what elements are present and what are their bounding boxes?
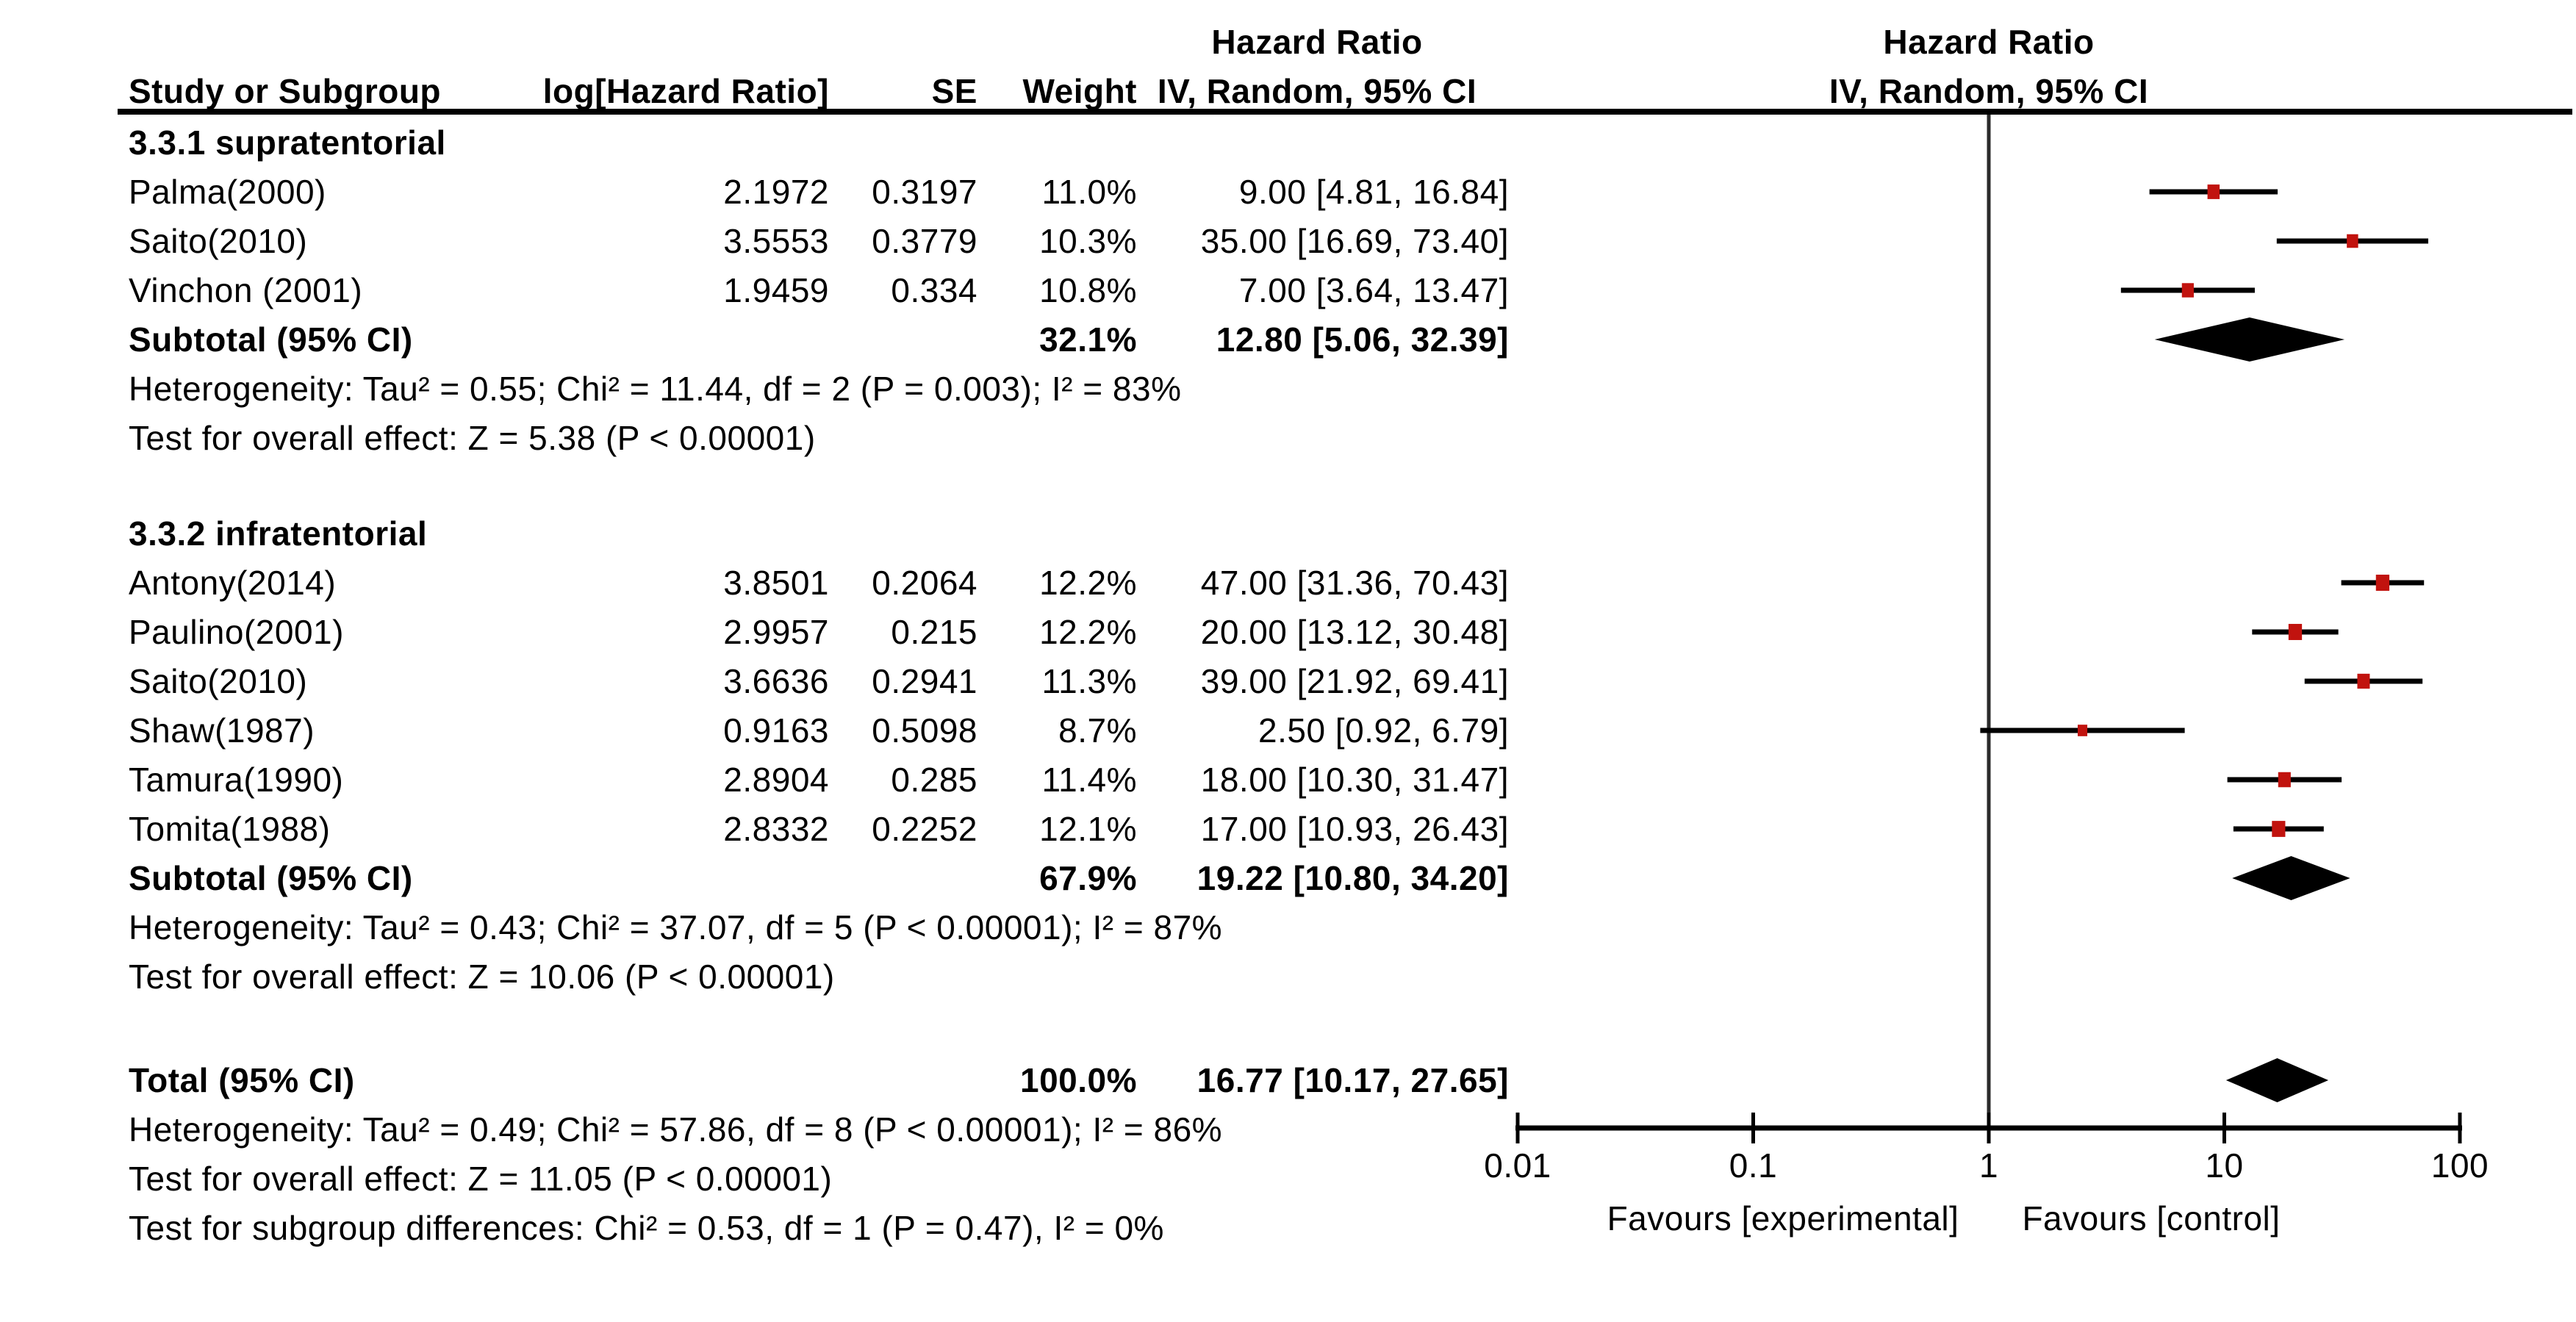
subtotal-diamond: [2232, 856, 2350, 900]
se-value: 0.215: [891, 613, 977, 651]
x-axis-tick: [2222, 1113, 2226, 1143]
study-name: Antony(2014): [129, 564, 337, 602]
effect-square: [2181, 283, 2194, 298]
weight-value: 12.2%: [1039, 564, 1137, 602]
weight-value: 12.1%: [1039, 810, 1137, 848]
weight-column-header: Weight: [1022, 72, 1137, 110]
effect-square: [2347, 234, 2358, 248]
se-value: 0.2252: [872, 810, 977, 848]
weight-value: 11.0%: [1041, 173, 1137, 211]
effect-square: [2272, 821, 2286, 837]
se-value: 0.3197: [872, 173, 977, 211]
subtotal-ci: 12.80 [5.06, 32.39]: [1216, 320, 1509, 359]
plot-column-subtitle: IV, Random, 95% CI: [1829, 72, 2149, 110]
subtotal-ci: 19.22 [10.80, 34.20]: [1196, 859, 1509, 897]
ci-value: 9.00 [4.81, 16.84]: [1238, 173, 1509, 211]
se-value: 0.3779: [872, 222, 977, 260]
effect-square: [2357, 673, 2370, 689]
effect-square: [2375, 575, 2390, 591]
heterogeneity-text: Heterogeneity: Tau² = 0.43; Chi² = 37.07…: [129, 908, 1223, 946]
loghr-value: 2.8904: [723, 761, 829, 799]
se-value: 0.2941: [872, 662, 977, 700]
se-column-header: SE: [931, 72, 977, 110]
stat-column-title: Hazard Ratio: [1211, 23, 1423, 61]
favours-left-label: Favours [experimental]: [1607, 1199, 1959, 1237]
ci-value: 2.50 [0.92, 6.79]: [1258, 711, 1509, 750]
x-axis-tick: [1751, 1113, 1755, 1143]
se-value: 0.5098: [872, 711, 977, 750]
total-ci: 16.77 [10.17, 27.65]: [1196, 1061, 1509, 1099]
loghr-column-header: log[Hazard Ratio]: [542, 72, 829, 110]
weight-value: 10.8%: [1039, 271, 1137, 309]
subgroup-title: 3.3.1 supratentorial: [129, 123, 446, 162]
x-axis-tick: [2458, 1113, 2462, 1143]
ci-value: 39.00 [21.92, 69.41]: [1200, 662, 1509, 700]
loghr-value: 3.8501: [723, 564, 829, 602]
weight-value: 12.2%: [1039, 613, 1137, 651]
subgroup-differences-text: Test for subgroup differences: Chi² = 0.…: [129, 1209, 1164, 1247]
ci-value: 35.00 [16.69, 73.40]: [1200, 222, 1509, 260]
loghr-value: 2.9957: [723, 613, 829, 651]
weight-value: 11.4%: [1041, 761, 1137, 799]
loghr-value: 2.1972: [723, 173, 829, 211]
x-axis-tick-label: 10: [2205, 1146, 2244, 1185]
study-name: Saito(2010): [129, 222, 308, 260]
ci-value: 20.00 [13.12, 30.48]: [1200, 613, 1509, 651]
study-name: Palma(2000): [129, 173, 326, 211]
study-name: Paulino(2001): [129, 613, 344, 651]
heterogeneity-text: Heterogeneity: Tau² = 0.55; Chi² = 11.44…: [129, 370, 1182, 408]
total-weight: 100.0%: [1019, 1061, 1137, 1099]
total-heterogeneity-text: Heterogeneity: Tau² = 0.49; Chi² = 57.86…: [129, 1110, 1223, 1149]
ci-value: 17.00 [10.93, 26.43]: [1200, 810, 1509, 848]
subtotal-label: Subtotal (95% CI): [129, 859, 413, 897]
study-name: Tomita(1988): [129, 810, 331, 848]
loghr-value: 2.8332: [723, 810, 829, 848]
loghr-value: 0.9163: [723, 711, 829, 750]
loghr-value: 1.9459: [723, 271, 829, 309]
stat-column-subtitle: IV, Random, 95% CI: [1157, 72, 1477, 110]
study-name: Shaw(1987): [129, 711, 315, 750]
study-name: Saito(2010): [129, 662, 308, 700]
subtotal-weight: 67.9%: [1039, 859, 1137, 897]
total-diamond: [2225, 1058, 2329, 1102]
effect-square: [2078, 725, 2088, 736]
ci-value: 47.00 [31.36, 70.43]: [1200, 564, 1509, 602]
subtotal-diamond: [2154, 317, 2345, 362]
overall-effect-text: Test for overall effect: Z = 5.38 (P < 0…: [129, 419, 816, 457]
effect-square: [2288, 624, 2303, 640]
total-overall-effect-text: Test for overall effect: Z = 11.05 (P < …: [129, 1160, 833, 1198]
study-name: Vinchon (2001): [129, 271, 363, 309]
loghr-value: 3.5553: [723, 222, 829, 260]
total-label: Total (95% CI): [129, 1061, 355, 1099]
weight-value: 11.3%: [1041, 662, 1137, 700]
weight-value: 10.3%: [1039, 222, 1137, 260]
null-effect-line: [1987, 115, 1991, 1128]
ci-value: 18.00 [10.30, 31.47]: [1200, 761, 1509, 799]
effect-square: [2278, 772, 2291, 788]
loghr-value: 3.6636: [723, 662, 829, 700]
se-value: 0.285: [891, 761, 977, 799]
x-axis-tick-label: 0.1: [1729, 1146, 1778, 1185]
study-name: Tamura(1990): [129, 761, 344, 799]
subgroup-title: 3.3.2 infratentorial: [129, 514, 428, 553]
favours-right-label: Favours [control]: [2022, 1199, 2281, 1237]
x-axis-tick-label: 0.01: [1484, 1146, 1551, 1185]
x-axis-tick-label: 100: [2430, 1146, 2489, 1185]
header-underline: [118, 109, 2572, 115]
ci-value: 7.00 [3.64, 13.47]: [1238, 271, 1509, 309]
plot-column-title: Hazard Ratio: [1883, 23, 2095, 61]
x-axis-tick: [1987, 1113, 1991, 1143]
x-axis-tick: [1515, 1113, 1520, 1143]
study-column-header: Study or Subgroup: [129, 72, 442, 110]
subtotal-label: Subtotal (95% CI): [129, 320, 413, 359]
subtotal-weight: 32.1%: [1039, 320, 1137, 359]
effect-square: [2207, 184, 2220, 199]
weight-value: 8.7%: [1058, 711, 1137, 750]
se-value: 0.334: [891, 271, 977, 309]
x-axis-tick-label: 1: [1978, 1146, 1999, 1185]
se-value: 0.2064: [872, 564, 977, 602]
overall-effect-text: Test for overall effect: Z = 10.06 (P < …: [129, 958, 835, 996]
